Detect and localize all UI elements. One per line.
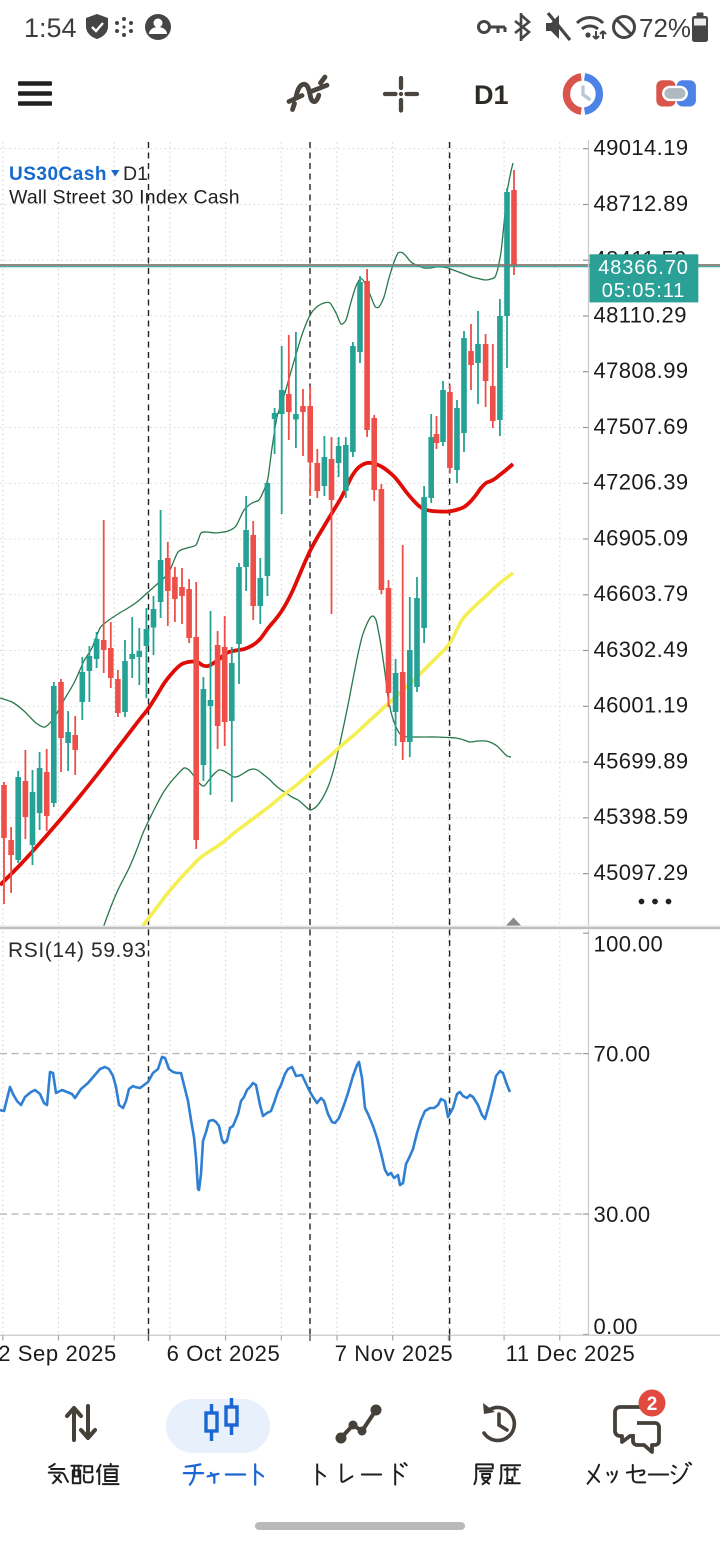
svg-text:45097.29: 45097.29 bbox=[594, 860, 689, 885]
svg-text:US30Cash: US30Cash bbox=[9, 164, 107, 185]
svg-text:2: 2 bbox=[647, 1394, 658, 1415]
svg-text:2 Sep 2025: 2 Sep 2025 bbox=[0, 1341, 117, 1366]
svg-text:72%: 72% bbox=[639, 13, 691, 43]
svg-text:46302.49: 46302.49 bbox=[594, 637, 689, 662]
svg-text:47507.69: 47507.69 bbox=[594, 414, 689, 439]
svg-text:11 Dec 2025: 11 Dec 2025 bbox=[506, 1341, 636, 1366]
svg-text:D1: D1 bbox=[474, 80, 509, 110]
svg-text:45398.59: 45398.59 bbox=[594, 804, 689, 829]
svg-text:D1: D1 bbox=[123, 163, 148, 185]
svg-text:48366.70: 48366.70 bbox=[598, 257, 689, 279]
svg-text:100.00: 100.00 bbox=[594, 932, 664, 957]
svg-text:46905.09: 46905.09 bbox=[594, 525, 689, 550]
svg-text:RSI(14) 59.93: RSI(14) 59.93 bbox=[8, 939, 147, 962]
svg-text:70.00: 70.00 bbox=[594, 1042, 651, 1067]
svg-text:46001.19: 46001.19 bbox=[594, 693, 689, 718]
svg-text:45699.89: 45699.89 bbox=[594, 748, 689, 773]
svg-text:6 Oct 2025: 6 Oct 2025 bbox=[167, 1341, 281, 1366]
svg-text:Wall Street 30 Index Cash: Wall Street 30 Index Cash bbox=[9, 187, 240, 209]
svg-text:05:05:11: 05:05:11 bbox=[602, 280, 686, 302]
svg-text:7 Nov 2025: 7 Nov 2025 bbox=[335, 1341, 454, 1366]
svg-text:47808.99: 47808.99 bbox=[594, 358, 689, 383]
svg-text:30.00: 30.00 bbox=[594, 1202, 651, 1227]
svg-text:46603.79: 46603.79 bbox=[594, 581, 689, 606]
svg-text:47206.39: 47206.39 bbox=[594, 470, 689, 495]
svg-text:48712.89: 48712.89 bbox=[594, 191, 689, 216]
svg-text:49014.19: 49014.19 bbox=[594, 140, 689, 160]
svg-text:1:54: 1:54 bbox=[24, 13, 77, 43]
svg-text:48110.29: 48110.29 bbox=[594, 302, 687, 327]
